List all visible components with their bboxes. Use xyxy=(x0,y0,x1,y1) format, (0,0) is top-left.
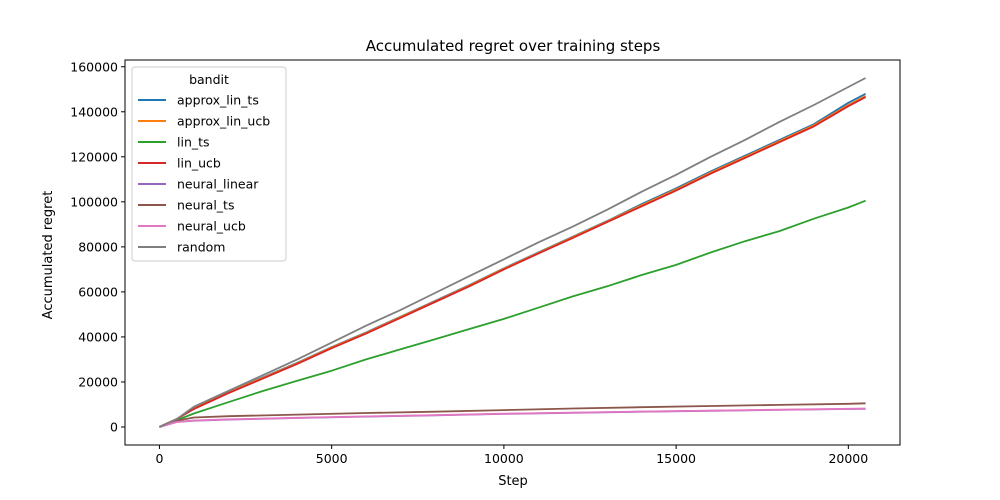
series-line-lin_ts xyxy=(159,199,866,428)
legend-label-random: random xyxy=(177,240,225,255)
x-axis-label: Step xyxy=(498,474,528,489)
x-tick-label: 10000 xyxy=(484,451,524,466)
legend-label-approx_lin_ts: approx_lin_ts xyxy=(177,93,259,108)
y-tick-label: 40000 xyxy=(78,329,118,344)
series-line-neural_ucb xyxy=(159,407,866,428)
x-tick-label: 15000 xyxy=(656,451,696,466)
plot-frame xyxy=(124,59,901,446)
y-tick-label: 160000 xyxy=(70,59,118,74)
series-line-lin_ucb xyxy=(159,96,867,428)
legend-box xyxy=(131,66,287,262)
y-tick-label: 20000 xyxy=(78,374,118,389)
legend: bandit approx_lin_ts approx_lin_ucb lin_ts… xyxy=(131,66,287,262)
y-tick-label: 60000 xyxy=(78,284,118,299)
legend-label-neural_ucb: neural_ucb xyxy=(177,219,246,234)
chart-title: Accumulated regret over training steps xyxy=(366,37,661,55)
x-tick-label: 20000 xyxy=(828,451,868,466)
x-tick-label: 0 xyxy=(155,451,163,466)
y-axis-label: Accumulated regret xyxy=(41,191,56,320)
series-line-random xyxy=(159,77,867,428)
legend-label-lin_ts: lin_ts xyxy=(177,135,210,150)
legend-title: bandit xyxy=(189,72,229,87)
tick-layer: 0 5000 10000 15000 20000 0 20000 40000 60000 8000… xyxy=(70,59,868,466)
legend-label-approx_lin_ucb: approx_lin_ucb xyxy=(177,114,270,129)
legend-label-neural_ts: neural_ts xyxy=(177,198,234,213)
series-line-neural_ts xyxy=(159,402,866,428)
y-tick-label: 120000 xyxy=(70,149,118,164)
y-tick-label: 100000 xyxy=(70,194,118,209)
y-tick-label: 140000 xyxy=(70,104,118,119)
y-tick-label: 0 xyxy=(110,419,118,434)
legend-items: approx_lin_ts approx_lin_ucb lin_ts lin_ucb… xyxy=(138,93,270,255)
y-tick-label: 80000 xyxy=(78,239,118,254)
x-tick-label: 5000 xyxy=(316,451,348,466)
legend-label-lin_ucb: lin_ucb xyxy=(177,156,221,171)
series-layer xyxy=(159,77,867,428)
legend-label-neural_linear: neural_linear xyxy=(177,177,259,192)
